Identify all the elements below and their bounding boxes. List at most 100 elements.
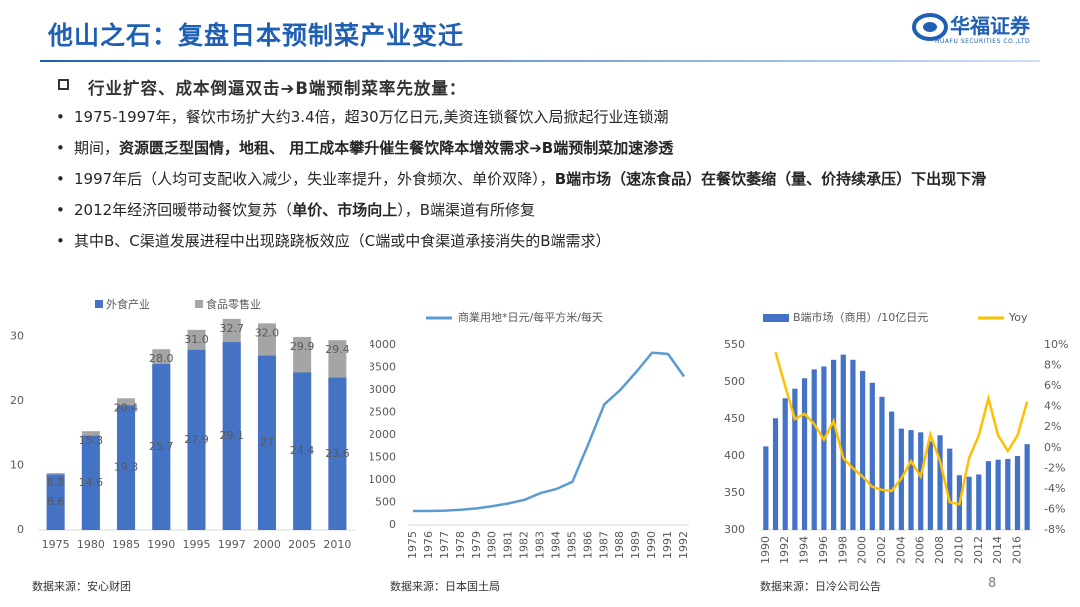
bullet: 1975-1997年，餐饮市场扩大约3.4倍，超30万亿日元,美资连锁餐饮入局掀… — [56, 106, 1014, 128]
bar — [985, 461, 992, 530]
y2-tick-label: 8% — [1044, 359, 1061, 372]
y-tick-label: 500 — [724, 375, 745, 388]
bullet-text-bold: 单价、市场向上 — [292, 201, 398, 219]
bar — [1014, 456, 1021, 530]
y-tick-label: 500 — [375, 496, 396, 509]
bullet-text: ），B端渠道有所修复 — [397, 201, 535, 219]
x-tick-label: 1978 — [454, 531, 467, 559]
bullet-text: 其中B、C渠道发展进程中出现跷跷板效应（C端或中食渠道承接消失的B端需求） — [74, 232, 611, 250]
y-tick-label: 2500 — [370, 406, 396, 419]
bar — [976, 474, 982, 530]
x-tick-label: 2010 — [323, 538, 351, 551]
chart-land-price: 0 500 1000 1500 2000 2500 3000 3500 4000 1975 1976… — [370, 310, 690, 559]
x-tick-label: 1994 — [798, 536, 811, 564]
legend-swatch — [95, 300, 103, 308]
chart-food-market: 0 10 20 30 1975 1980 1985 1990 1995 1997 2000 2005 2… — [10, 297, 355, 551]
x-tick-label: 1976 — [422, 531, 435, 559]
x-tick-label: 2004 — [894, 536, 907, 564]
bullet: 2012年经济回暖带动餐饮复苏（单价、市场向上），B端渠道有所修复 — [56, 199, 1014, 221]
x-tick-label: 2008 — [933, 536, 946, 564]
y-tick-label: 550 — [724, 338, 745, 351]
bar — [889, 411, 895, 530]
y-tick-label: 450 — [724, 412, 745, 425]
y-tick-label: 2000 — [370, 428, 396, 441]
bar — [937, 435, 943, 530]
x-tick-label: 1991 — [661, 531, 674, 559]
x-tick-label: 2010 — [952, 536, 965, 564]
bar — [801, 378, 808, 530]
source-note: 数据来源：安心财团 — [32, 580, 131, 593]
bar — [821, 366, 827, 530]
y-tick-label: 3000 — [370, 383, 396, 396]
x-tick-label: 1979 — [470, 531, 483, 559]
legend-swatch — [195, 300, 203, 308]
bar — [918, 432, 924, 530]
bar — [117, 405, 136, 530]
y-tick-label: 20 — [10, 394, 24, 407]
y-tick-label: 0 — [389, 518, 396, 531]
data-label: 27.9 — [184, 433, 209, 446]
line — [774, 351, 1029, 506]
bar — [152, 364, 171, 530]
data-label: 28.0 — [149, 352, 174, 365]
bar — [966, 476, 972, 530]
data-label: 15.3 — [79, 434, 104, 447]
x-tick-label: 2006 — [914, 536, 927, 564]
y-tick-label: 300 — [724, 523, 745, 536]
y-tick-label: 1500 — [370, 451, 396, 464]
bullet-list: 1975-1997年，餐饮市场扩大约3.4倍，超30万亿日元,美资连锁餐饮入局掀… — [56, 106, 1016, 261]
x-tick-label: 1989 — [629, 531, 642, 559]
x-tick-label: 1985 — [565, 531, 578, 559]
bar — [860, 370, 866, 530]
legend-label: 食品零售业 — [206, 297, 261, 311]
bar — [1024, 444, 1030, 530]
data-label: 8.8 — [47, 476, 65, 489]
data-label: 29.4 — [325, 343, 350, 356]
bullet-text-bold: B端市场（速冻食品）在餐饮萎缩（量、价持续承压）下出现下滑 — [554, 170, 987, 188]
x-tick-label: 2000 — [253, 538, 281, 551]
bar — [850, 359, 856, 530]
y2-tick-label: 10% — [1044, 338, 1068, 351]
bar — [81, 435, 100, 530]
y2-tick-label: -8% — [1044, 523, 1065, 536]
data-label: 25.7 — [149, 440, 174, 453]
bullet-text: 1997年后（人均可支配收入减少，失业率提升，外食频次、单价双降）， — [74, 170, 555, 188]
bar — [257, 355, 276, 530]
bullet: 1997年后（人均可支配收入减少，失业率提升，外食频次、单价双降），B端市场（速… — [56, 168, 1014, 190]
y-tick-label: 4000 — [370, 338, 396, 351]
data-label: 27 — [260, 436, 274, 449]
logo-text: 华福证券 — [950, 14, 1030, 38]
bar — [995, 459, 1001, 530]
bullet: 其中B、C渠道发展进程中出现跷跷板效应（C端或中食渠道承接消失的B端需求） — [56, 230, 1014, 252]
x-tick-label: 2005 — [288, 538, 316, 551]
x-tick-label: 1986 — [581, 531, 594, 559]
x-tick-label: 1997 — [218, 538, 246, 551]
x-tick-label: 1982 — [518, 531, 531, 559]
y2-tick-label: 4% — [1044, 400, 1061, 413]
data-label: 24.4 — [290, 444, 315, 457]
y-tick-label: 10 — [10, 458, 24, 471]
bar — [869, 382, 875, 530]
data-label: 32.0 — [255, 326, 280, 339]
x-tick-label: 2012 — [972, 536, 985, 564]
title-rule — [40, 60, 1040, 62]
data-label: 20.4 — [114, 401, 139, 414]
logo-icon — [912, 13, 948, 41]
bar — [763, 446, 769, 530]
data-label: 32.7 — [219, 322, 244, 335]
x-tick-label: 1998 — [836, 536, 849, 564]
x-tick-label: 1987 — [597, 531, 610, 559]
bullet-text-bold: 资源匮乏型国情，地租、 用工成本攀升催生餐饮降本增效需求➔B端预制菜加速渗透 — [119, 139, 674, 157]
chart-b-market: 300 350 400 450 500 550 -8% -6% -4% -2% 0% 2% 4% 6% 8%… — [724, 310, 1068, 564]
slide-title: 他山之石：复盘日本预制菜产业变迁 — [48, 21, 465, 50]
y2-tick-label: -6% — [1044, 502, 1065, 515]
bar — [772, 418, 779, 530]
legend-label: 商業用地*日元/每平方米/每天 — [458, 310, 603, 324]
bar — [840, 354, 846, 530]
x-tick-label: 1990 — [759, 536, 772, 564]
bar — [811, 369, 817, 530]
y-tick-label: 350 — [724, 486, 745, 499]
x-tick-label: 2014 — [991, 536, 1004, 564]
legend-label: 外食产业 — [106, 297, 150, 311]
